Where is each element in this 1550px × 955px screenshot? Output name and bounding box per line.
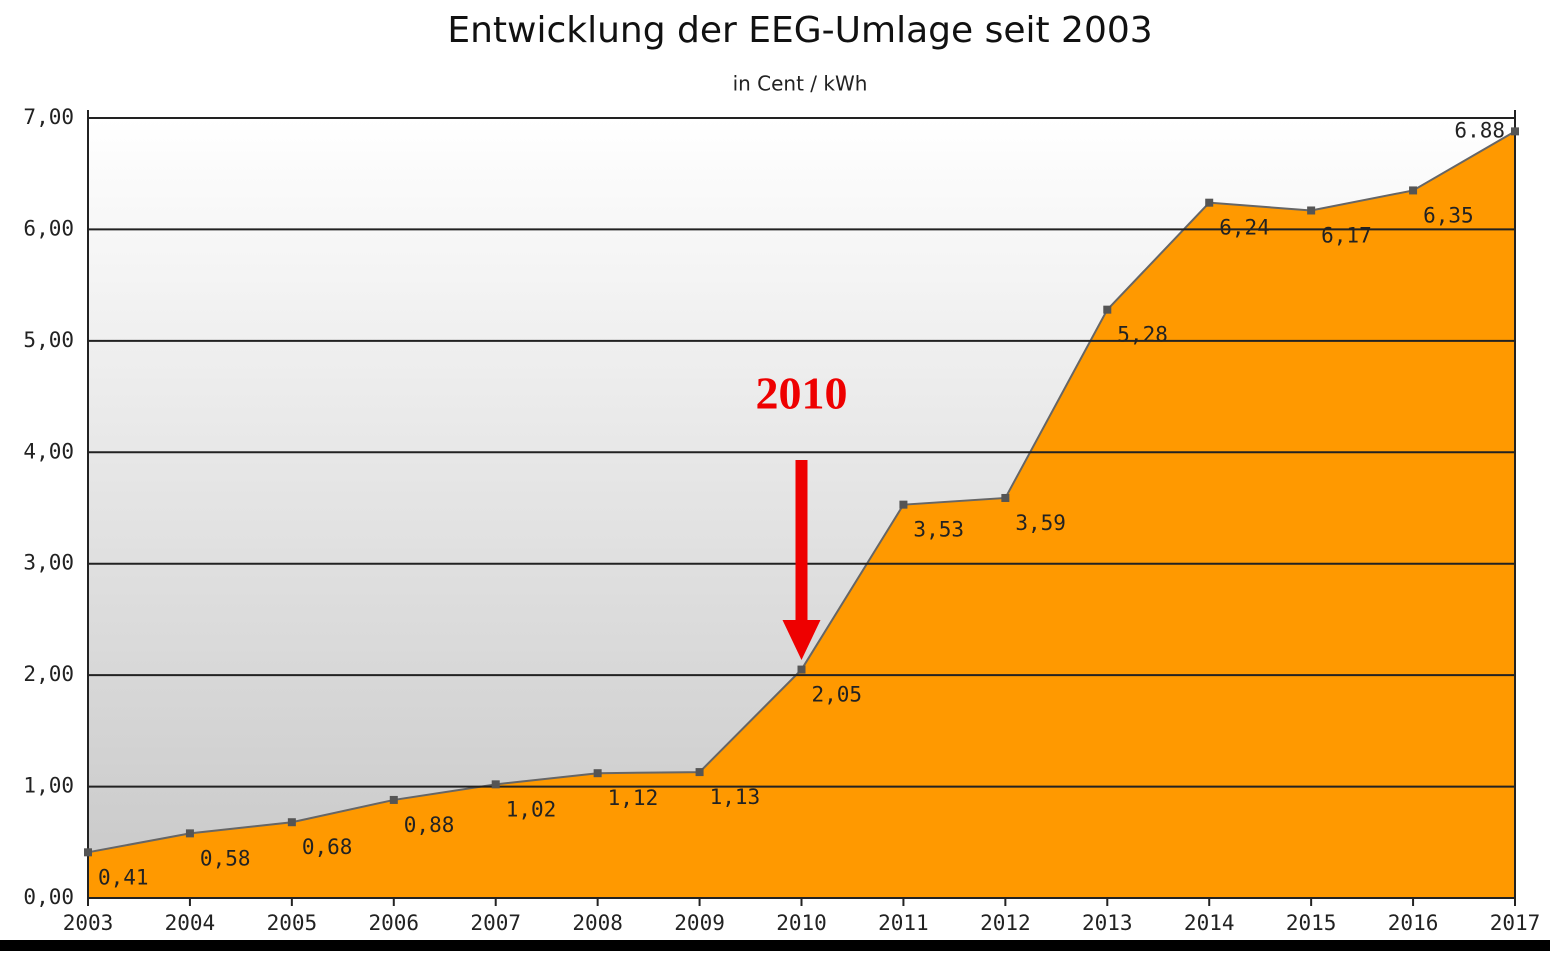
data-label: 6,17 (1321, 223, 1372, 247)
data-label: 6,35 (1423, 203, 1474, 227)
chart-title: Entwicklung der EEG-Umlage seit 2003 (447, 10, 1152, 51)
data-label: 1,02 (506, 797, 557, 821)
marker (1511, 127, 1519, 136)
x-tick-label: 2007 (470, 911, 521, 935)
x-tick-label: 2014 (1184, 911, 1235, 935)
chart-subtitle: in Cent / kWh (733, 72, 868, 96)
data-label: 6.88 (1454, 118, 1505, 142)
x-tick-label: 2003 (63, 911, 114, 935)
area (87, 129, 1516, 899)
arrow-head (782, 620, 821, 660)
x-tick-label: 2008 (572, 911, 623, 935)
y-tick-label: 3,00 (23, 551, 74, 575)
marker (797, 665, 806, 674)
data-label: 5,28 (1117, 323, 1168, 347)
data-label: 2,05 (812, 683, 863, 707)
marker (899, 500, 908, 509)
marker (287, 818, 296, 827)
data-label: 0,88 (404, 813, 455, 837)
annotation: 2010 (756, 368, 848, 419)
marker (1205, 198, 1214, 207)
x-tick-label: 2005 (267, 911, 318, 935)
y-tick-label: 2,00 (23, 662, 74, 686)
x-tick-label: 2012 (980, 911, 1031, 935)
marker (1307, 206, 1316, 215)
marker (593, 769, 602, 778)
y-tick-label: 4,00 (23, 439, 74, 463)
data-label: 1,12 (608, 786, 659, 810)
arrow-shaft (795, 460, 808, 625)
marker (1103, 305, 1112, 314)
data-label: 0,41 (98, 865, 149, 889)
x-tick-label: 2011 (878, 911, 929, 935)
data-label: 0,58 (200, 846, 251, 870)
marker (695, 768, 704, 777)
x-tick-label: 2006 (368, 911, 419, 935)
x-tick-label: 2017 (1490, 911, 1541, 935)
data-label: 3,59 (1015, 511, 1066, 535)
marker (1001, 493, 1010, 502)
marker (185, 829, 194, 838)
y-tick-label: 1,00 (23, 774, 74, 798)
data-label: 0,68 (302, 835, 353, 859)
y-tick-label: 7,00 (23, 105, 74, 129)
x-tick-label: 2009 (674, 911, 725, 935)
y-tick-label: 6,00 (23, 216, 74, 240)
data-label: 1,13 (710, 785, 761, 809)
marker (491, 780, 500, 789)
x-tick-label: 2013 (1082, 911, 1133, 935)
x-tick-label: 2010 (776, 911, 827, 935)
marker (1409, 186, 1418, 195)
marker (84, 848, 92, 857)
y-tick-label: 0,00 (23, 885, 74, 909)
x-tick-label: 2004 (165, 911, 216, 935)
y-tick-label: 5,00 (23, 328, 74, 352)
data-label: 3,53 (913, 518, 964, 542)
bottom-bar (0, 940, 1550, 951)
data-label: 6,24 (1219, 216, 1270, 240)
x-tick-label: 2016 (1388, 911, 1439, 935)
marker (389, 795, 398, 804)
x-tick-label: 2015 (1286, 911, 1337, 935)
